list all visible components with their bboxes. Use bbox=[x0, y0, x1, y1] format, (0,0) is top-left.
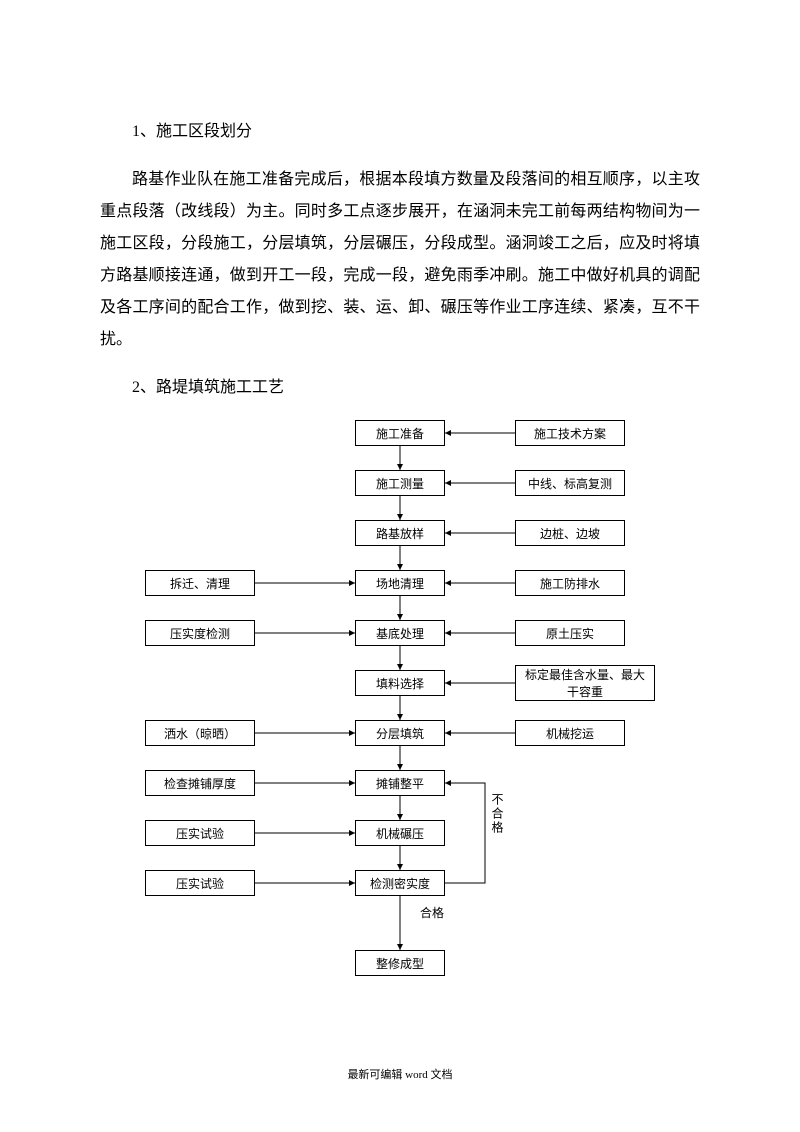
flowchart: 施工准备施工测量路基放样场地清理基底处理填料选择分层填筑摊铺整平机械碾压检测密实… bbox=[100, 420, 700, 1010]
n_stake: 路基放样 bbox=[355, 520, 445, 546]
r2: 边桩、边坡 bbox=[515, 520, 625, 546]
l9: 压实试验 bbox=[145, 870, 255, 896]
pass-label: 合格 bbox=[420, 904, 444, 921]
footer-text: 最新可编辑 word 文档 bbox=[0, 1066, 800, 1082]
r5: 标定最佳含水量、最大干容重 bbox=[515, 665, 655, 701]
l3: 拆迁、清理 bbox=[145, 570, 255, 596]
fail-label: 不合格 bbox=[489, 793, 506, 835]
r1: 中线、标高复测 bbox=[515, 470, 625, 496]
n_finish: 整修成型 bbox=[355, 950, 445, 976]
n_survey: 施工测量 bbox=[355, 470, 445, 496]
heading-1: 1、施工区段划分 bbox=[100, 116, 700, 148]
l4: 压实度检测 bbox=[145, 620, 255, 646]
n_clear: 场地清理 bbox=[355, 570, 445, 596]
r3: 施工防排水 bbox=[515, 570, 625, 596]
r4: 原土压实 bbox=[515, 620, 625, 646]
n_roll: 机械碾压 bbox=[355, 820, 445, 846]
r6: 机械挖运 bbox=[515, 720, 625, 746]
n_mat: 填料选择 bbox=[355, 670, 445, 696]
paragraph-1: 路基作业队在施工准备完成后，根据本段填方数量及段落间的相互顺序，以主攻重点段落（… bbox=[100, 164, 700, 356]
heading-2: 2、路堤填筑施工工艺 bbox=[100, 372, 700, 404]
r0: 施工技术方案 bbox=[515, 420, 625, 446]
n_base: 基底处理 bbox=[355, 620, 445, 646]
l8: 压实试验 bbox=[145, 820, 255, 846]
l6: 洒水（晾晒） bbox=[145, 720, 255, 746]
l7: 检查摊铺厚度 bbox=[145, 770, 255, 796]
n_spread: 摊铺整平 bbox=[355, 770, 445, 796]
n_prep: 施工准备 bbox=[355, 420, 445, 446]
n_detect: 检测密实度 bbox=[355, 870, 445, 896]
n_layer: 分层填筑 bbox=[355, 720, 445, 746]
